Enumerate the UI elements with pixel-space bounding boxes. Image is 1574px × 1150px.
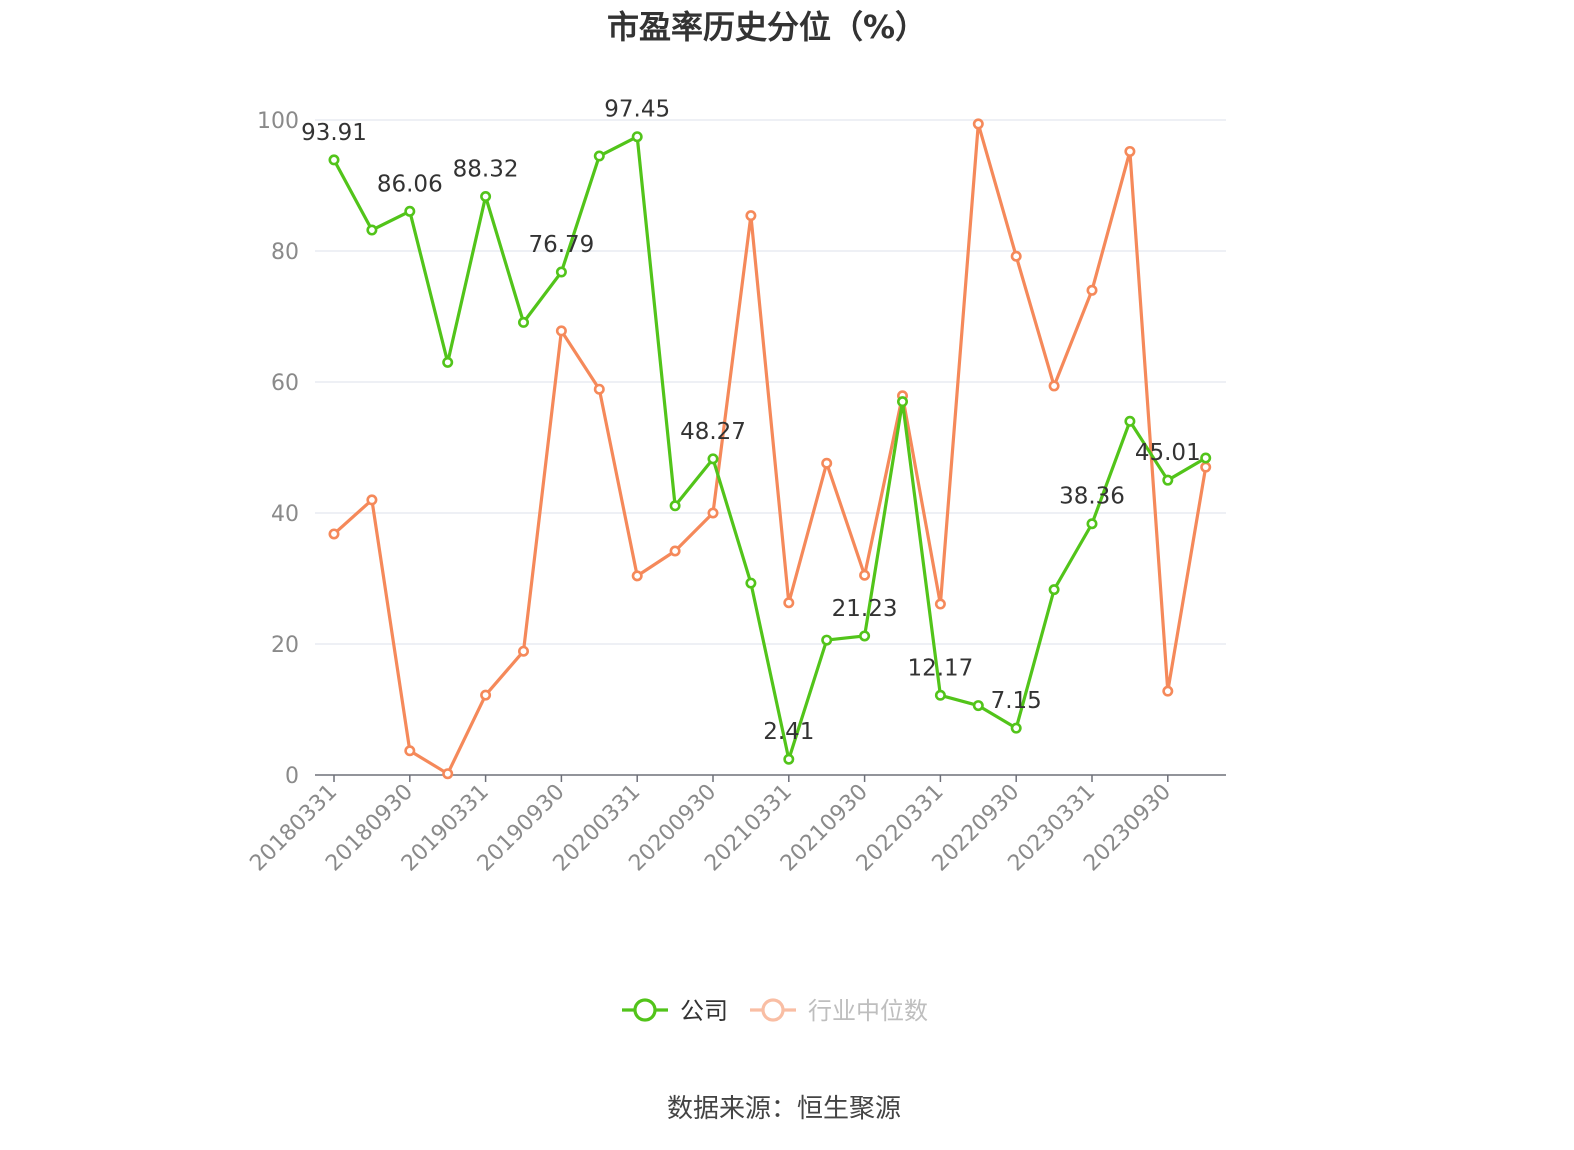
data-label: 93.91 <box>301 120 367 146</box>
data-point[interactable] <box>593 150 605 162</box>
data-label: 2.41 <box>763 719 814 745</box>
data-point[interactable] <box>859 630 871 642</box>
data-point[interactable] <box>366 494 378 506</box>
data-point[interactable] <box>1200 452 1212 464</box>
legend-label: 行业中位数 <box>808 997 928 1025</box>
data-point[interactable] <box>404 745 416 757</box>
legend-marker-icon <box>633 998 657 1022</box>
data-point[interactable] <box>517 316 529 328</box>
data-point[interactable] <box>404 205 416 217</box>
data-point[interactable] <box>669 545 681 557</box>
y-tick-label: 100 <box>257 109 299 134</box>
y-tick-label: 80 <box>271 240 299 265</box>
gridlines <box>315 119 1226 645</box>
data-point[interactable] <box>669 500 681 512</box>
data-point[interactable] <box>972 700 984 712</box>
data-point[interactable] <box>1124 145 1136 157</box>
legend[interactable]: 公司 行业中位数 <box>622 997 928 1025</box>
data-point[interactable] <box>745 577 757 589</box>
legend-label: 公司 <box>680 997 728 1025</box>
legend-marker-icon <box>761 998 785 1022</box>
legend-item-industry-median[interactable]: 行业中位数 <box>750 997 928 1025</box>
x-axis: 2018033120180930201903312019093020200331… <box>245 774 1226 876</box>
data-point[interactable] <box>1010 250 1022 262</box>
data-point[interactable] <box>1086 284 1098 296</box>
data-point[interactable] <box>1086 518 1098 530</box>
data-point[interactable] <box>707 453 719 465</box>
data-point[interactable] <box>1200 461 1212 473</box>
y-axis: 0 20 40 60 80 100 <box>257 109 299 789</box>
data-point[interactable] <box>934 689 946 701</box>
series-industry-median <box>328 118 1212 780</box>
data-point[interactable] <box>555 325 567 337</box>
data-point[interactable] <box>442 768 454 780</box>
data-point[interactable] <box>783 597 795 609</box>
data-label: 86.06 <box>377 171 443 197</box>
data-label: 7.15 <box>991 688 1042 714</box>
y-tick-label: 60 <box>271 371 299 396</box>
data-point[interactable] <box>934 598 946 610</box>
data-point[interactable] <box>328 528 340 540</box>
data-point[interactable] <box>593 383 605 395</box>
source-note: 数据来源：恒生聚源 <box>667 1094 901 1124</box>
legend-item-company[interactable]: 公司 <box>622 997 728 1025</box>
series-company <box>328 131 1212 765</box>
data-point[interactable] <box>972 118 984 130</box>
y-tick-label: 40 <box>271 502 299 527</box>
data-point[interactable] <box>366 224 378 236</box>
data-label: 21.23 <box>832 596 898 622</box>
data-label: 97.45 <box>604 97 670 123</box>
y-tick-label: 20 <box>271 633 299 658</box>
series-line <box>332 135 1207 761</box>
data-point[interactable] <box>480 191 492 203</box>
data-point[interactable] <box>442 356 454 368</box>
data-point[interactable] <box>783 753 795 765</box>
data-point[interactable] <box>1010 722 1022 734</box>
data-label: 12.17 <box>907 655 973 681</box>
data-point[interactable] <box>480 689 492 701</box>
data-point[interactable] <box>631 131 643 143</box>
data-point[interactable] <box>631 570 643 582</box>
series-layer: 93.91 86.06 88.32 76.79 97.45 48.27 2.41 21.23 1… <box>301 97 1212 780</box>
data-point[interactable] <box>1048 380 1060 392</box>
chart-title: 市盈率历史分位（%） <box>607 8 927 46</box>
data-label: 88.32 <box>453 157 519 183</box>
data-point[interactable] <box>1048 584 1060 596</box>
data-point[interactable] <box>896 396 908 408</box>
data-point[interactable] <box>1162 474 1174 486</box>
data-label: 76.79 <box>528 232 594 258</box>
data-label: 48.27 <box>680 419 746 445</box>
series-line <box>332 122 1208 776</box>
data-point[interactable] <box>745 210 757 222</box>
data-point[interactable] <box>555 266 567 278</box>
data-label: 38.36 <box>1059 484 1125 510</box>
data-point[interactable] <box>707 507 719 519</box>
data-label: 45.01 <box>1135 440 1201 466</box>
data-point[interactable] <box>859 569 871 581</box>
data-point[interactable] <box>1162 685 1174 697</box>
data-point[interactable] <box>328 154 340 166</box>
data-point[interactable] <box>517 645 529 657</box>
y-tick-label: 0 <box>285 764 299 789</box>
data-point[interactable] <box>1124 415 1136 427</box>
data-point[interactable] <box>821 634 833 646</box>
data-point[interactable] <box>821 457 833 469</box>
